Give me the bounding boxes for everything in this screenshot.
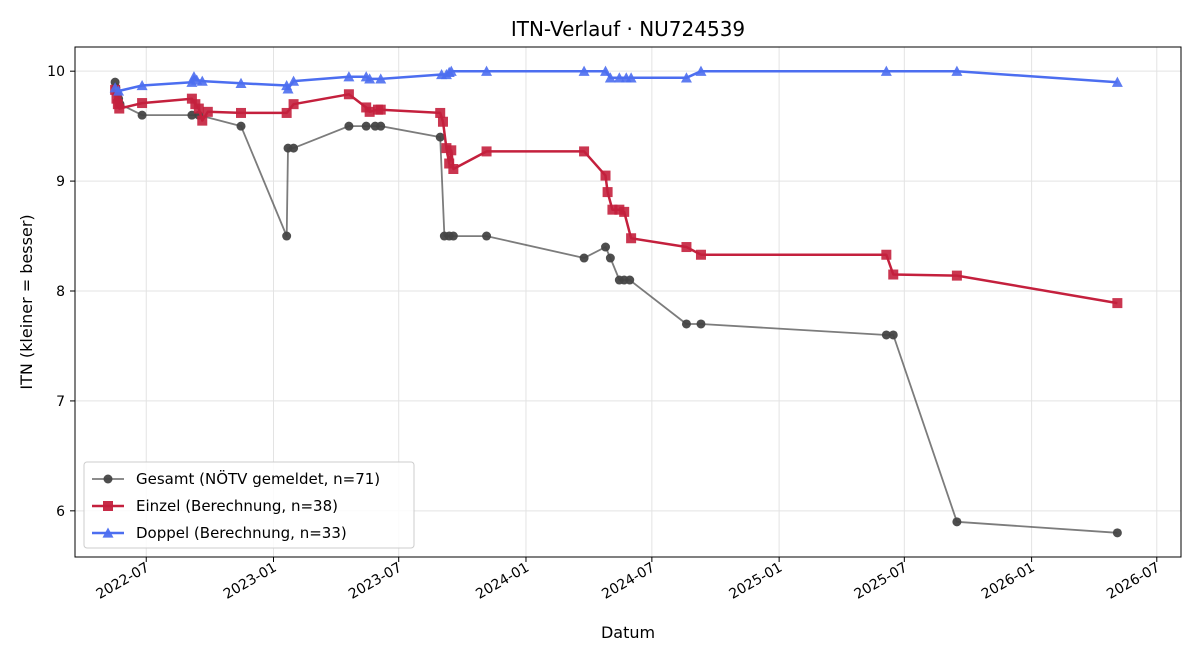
data-point bbox=[136, 79, 148, 91]
data-point bbox=[681, 242, 692, 253]
data-point bbox=[613, 72, 625, 83]
data-point bbox=[281, 107, 292, 118]
data-point bbox=[880, 65, 892, 76]
data-point bbox=[888, 330, 898, 340]
data-point bbox=[448, 231, 458, 241]
legend-entry: Gesamt (NÖTV gemeldet, n=71) bbox=[136, 469, 380, 488]
data-point bbox=[361, 121, 371, 131]
data-point bbox=[448, 164, 459, 175]
data-point bbox=[579, 253, 589, 263]
data-point bbox=[951, 270, 962, 281]
data-point bbox=[481, 65, 493, 76]
data-point bbox=[344, 121, 354, 131]
data-point bbox=[289, 143, 299, 153]
data-point bbox=[114, 103, 125, 114]
data-point bbox=[113, 85, 125, 96]
data-point bbox=[236, 121, 246, 131]
data-point bbox=[236, 107, 247, 118]
y-tick-label: 10 bbox=[47, 64, 65, 80]
data-point bbox=[282, 231, 292, 241]
data-point bbox=[625, 275, 635, 285]
data-point bbox=[376, 121, 386, 131]
data-point bbox=[695, 249, 706, 260]
data-point bbox=[186, 93, 197, 104]
data-point bbox=[343, 71, 355, 82]
data-point bbox=[364, 106, 375, 117]
y-tick-label: 9 bbox=[56, 174, 65, 190]
legend-entry: Doppel (Berechnung, n=33) bbox=[136, 524, 347, 542]
data-point bbox=[602, 187, 613, 198]
data-point bbox=[619, 206, 630, 217]
legend-swatch-marker bbox=[103, 474, 113, 484]
y-tick-label: 6 bbox=[56, 504, 65, 520]
legend-swatch-marker bbox=[102, 527, 114, 538]
chart-title: ITN-Verlauf · NU724539 bbox=[511, 17, 745, 41]
data-point bbox=[680, 72, 692, 83]
data-point bbox=[1112, 528, 1122, 538]
data-point bbox=[888, 269, 899, 280]
data-point bbox=[695, 65, 707, 76]
data-point bbox=[446, 145, 457, 156]
data-point bbox=[282, 83, 294, 94]
y-tick-label: 7 bbox=[56, 394, 65, 410]
data-point bbox=[364, 73, 376, 84]
data-point bbox=[235, 77, 247, 88]
data-point bbox=[481, 146, 492, 157]
data-point bbox=[111, 93, 122, 104]
data-point bbox=[375, 104, 386, 115]
data-point bbox=[435, 107, 446, 118]
data-point bbox=[579, 146, 590, 157]
data-point bbox=[343, 89, 354, 100]
data-point bbox=[137, 110, 147, 120]
data-point bbox=[444, 158, 455, 169]
legend-box bbox=[83, 461, 415, 549]
data-point bbox=[196, 75, 208, 86]
data-point bbox=[600, 65, 612, 76]
plot-frame bbox=[74, 46, 1182, 558]
grid bbox=[75, 47, 1181, 557]
data-point bbox=[193, 103, 204, 114]
data-point bbox=[952, 517, 962, 527]
data-point bbox=[435, 132, 445, 142]
data-point bbox=[607, 204, 618, 215]
data-point bbox=[951, 65, 963, 76]
series-triangle bbox=[109, 65, 1123, 96]
data-point bbox=[604, 72, 616, 83]
data-point bbox=[626, 233, 637, 244]
data-point bbox=[197, 115, 208, 126]
data-point bbox=[288, 99, 299, 110]
series-layer bbox=[109, 65, 1123, 538]
x-axis-label: Datum bbox=[601, 623, 655, 642]
data-point bbox=[445, 65, 457, 76]
data-point bbox=[482, 231, 492, 241]
legend: Gesamt (NÖTV gemeldet, n=71) Einzel (Bere… bbox=[83, 461, 415, 549]
legend-swatch-marker bbox=[103, 501, 113, 511]
data-point bbox=[681, 319, 691, 329]
y-tick-label: 8 bbox=[56, 284, 65, 300]
legend-entry: Einzel (Berechnung, n=38) bbox=[136, 497, 338, 515]
data-point bbox=[625, 72, 637, 83]
data-point bbox=[601, 242, 611, 252]
y-axis-label: ITN (kleiner = besser) bbox=[17, 214, 36, 389]
data-point bbox=[1112, 298, 1123, 309]
series-square bbox=[110, 84, 1123, 309]
data-point bbox=[605, 253, 615, 263]
data-point bbox=[696, 319, 706, 329]
data-point bbox=[1111, 76, 1123, 87]
data-point bbox=[375, 73, 387, 84]
data-point bbox=[881, 330, 891, 340]
data-point bbox=[600, 170, 611, 181]
data-point bbox=[202, 106, 213, 117]
data-point bbox=[881, 249, 892, 260]
data-point bbox=[437, 116, 448, 127]
data-point bbox=[137, 98, 148, 109]
data-point bbox=[288, 75, 300, 86]
data-point bbox=[578, 65, 590, 76]
